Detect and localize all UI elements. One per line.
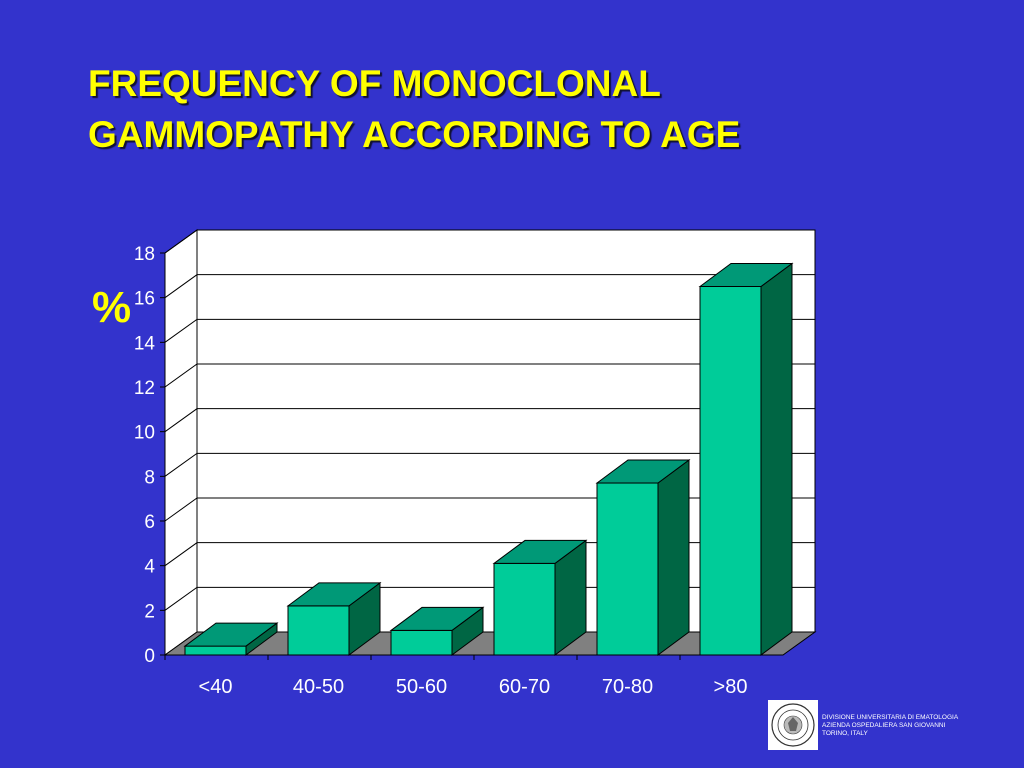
bar bbox=[493, 562, 556, 656]
x-tick-label: 70-80 bbox=[602, 676, 653, 698]
footer-credit: DIVISIONE UNIVERSITARIA DI EMATOLOGIA AZ… bbox=[822, 714, 958, 738]
gridline bbox=[164, 318, 815, 343]
y-tick-label: 2 bbox=[144, 601, 155, 622]
footer-line-3: TORINO, ITALY bbox=[822, 730, 868, 737]
university-seal-icon bbox=[768, 700, 818, 750]
bar bbox=[390, 629, 453, 656]
y-tick-label: 0 bbox=[144, 646, 155, 667]
y-tick-label: 18 bbox=[134, 244, 155, 265]
x-tick-label: <40 bbox=[199, 676, 233, 698]
bar bbox=[184, 645, 247, 656]
bar-top bbox=[492, 539, 588, 564]
gridline bbox=[164, 408, 815, 433]
gridline bbox=[164, 229, 815, 254]
y-tick-label: 8 bbox=[144, 467, 155, 488]
bar-top bbox=[698, 263, 794, 287]
footer-line-2: AZIENDA OSPEDALIERA SAN GIOVANNI bbox=[822, 722, 946, 729]
gridline bbox=[164, 452, 815, 477]
bar bbox=[287, 605, 350, 656]
bar-top bbox=[595, 459, 691, 484]
y-tick-label: 14 bbox=[134, 333, 156, 354]
y-tick-label: 6 bbox=[144, 512, 155, 533]
bar bbox=[699, 286, 762, 656]
y-tick-label: 12 bbox=[134, 378, 155, 399]
title-line-2: GAMMOPATHY ACCORDING TO AGE bbox=[88, 114, 741, 155]
gridline bbox=[164, 363, 815, 388]
y-tick-label: 10 bbox=[134, 423, 155, 444]
bar-side bbox=[657, 459, 690, 656]
y-tick-label: 4 bbox=[144, 557, 155, 578]
x-tick-label: 50-60 bbox=[396, 676, 447, 698]
bar-top bbox=[286, 582, 382, 607]
title-line-1: FREQUENCY OF MONOCLONAL bbox=[88, 63, 661, 104]
bar-side bbox=[760, 262, 793, 656]
y-axis-label: % bbox=[92, 283, 131, 332]
slide-title: FREQUENCY OF MONOCLONAL GAMMOPATHY ACCOR… bbox=[88, 58, 968, 160]
x-tick-label: 40-50 bbox=[293, 676, 344, 698]
x-tick-label: 60-70 bbox=[499, 676, 550, 698]
x-tick-label: >80 bbox=[714, 676, 748, 698]
bar-chart: 0 2 4 6 8 10 12 14 16 18% <40 40-50 50-60 60-70 70-80 >… bbox=[92, 229, 817, 698]
bar bbox=[596, 482, 659, 656]
footer-line-1: DIVISIONE UNIVERSITARIA DI EMATOLOGIA bbox=[822, 714, 959, 721]
gridline bbox=[164, 274, 815, 299]
y-tick-label: 16 bbox=[134, 289, 155, 310]
bar-top bbox=[389, 606, 485, 631]
bar-top bbox=[183, 622, 279, 647]
